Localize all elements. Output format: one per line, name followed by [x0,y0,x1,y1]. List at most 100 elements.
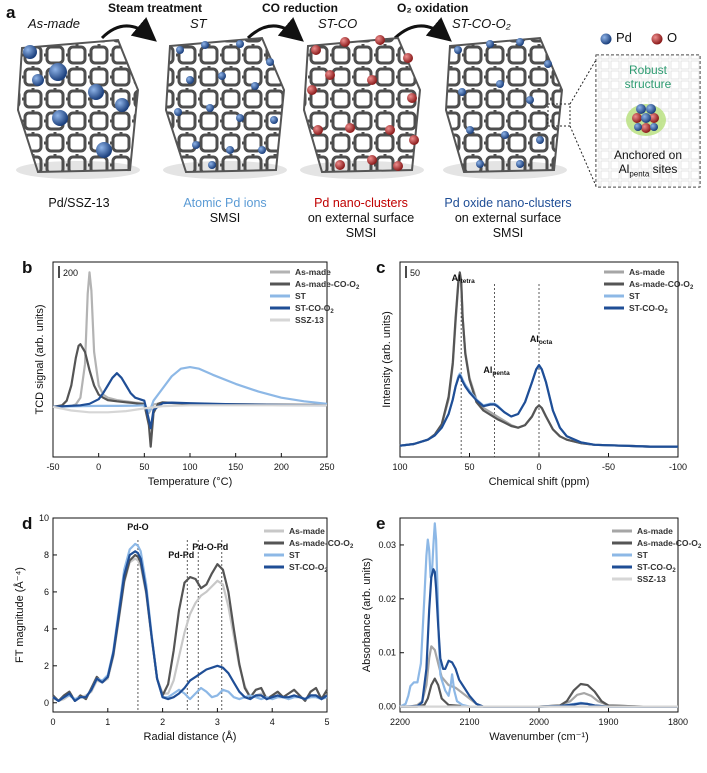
arrow-steam [100,17,157,42]
legend-label: As-made [637,526,673,536]
inset-anchor-line1: Anchored on [613,148,683,162]
x-axis-label: Radial distance (Å) [144,730,237,743]
scale-bar-label: 200 [63,268,78,278]
panel-a-illustration [16,17,701,188]
x-tick-label: 1 [105,717,110,727]
legend-label: As-made-CO-O2 [637,538,702,550]
x-axis-label: Chemical shift (ppm) [489,476,590,488]
x-tick-label: 4 [270,717,275,727]
y-tick-label: 0.01 [378,648,396,658]
legend-o-text: O [667,30,678,45]
chart-panel-b: -50 0 50 100 150 200 250 Temperature (°C) TCD si… [34,261,360,488]
x-tick-label: 1800 [668,717,688,727]
caption-st-co-o2-line3: SMSI [492,226,524,240]
series-line-b-0 [52,271,328,415]
legend-o-marker [651,33,663,45]
y-tick-label: 2 [44,661,49,671]
annotation-label: Pd-Pd [168,550,194,560]
legend-label: ST-CO-O2 [637,562,676,574]
x-axis-label: Wavenumber (cm⁻¹) [489,731,589,743]
legend-label: ST [289,550,301,560]
zeolite-st [163,36,287,179]
zeolite-as-made [16,38,140,179]
caption-st-line2: SMSI [209,211,241,225]
y-tick-label: 0 [44,698,49,708]
inset-robust-text: Robust structure [598,63,698,91]
panel-label-a: a [6,3,16,22]
x-tick-label: 3 [215,717,220,727]
caption-pd-ssz13: Pd/SSZ-13 [48,196,110,210]
legend-label: As-made-CO-O2 [629,279,694,291]
y-tick-label: 0.00 [378,702,396,712]
zeolite-st-co [300,35,424,179]
step-label-steam: Steam treatment [108,1,203,15]
series-line-c-3 [399,364,678,448]
x-tick-label: 50 [139,462,149,472]
legend-pd-text: Pd [616,30,632,45]
chart-panel-d: 0 1 2 3 4 5 0 2 4 6 8 10 Radial distance (Å) FT magni… [13,513,354,743]
caption-st-co: Pd nano-clusters on external surface SMS… [296,196,426,241]
legend-label: ST [295,291,307,301]
y-axis-label: Absorbance (arb. units) [361,558,373,672]
legend-label: As-made-CO-O2 [289,538,354,550]
caption-st-co-line3: SMSI [345,226,377,240]
legend-label: As-made [289,526,325,536]
x-tick-label: 50 [464,462,474,472]
inset-anchor-al: Al [618,162,630,176]
zeolite-st-co-o2 [443,36,597,187]
series-line-d-2 [52,542,328,703]
inset-robust-line1: Robust [628,63,668,77]
state-label-st-co-o2: ST-CO-O₂ [452,16,511,31]
legend-label: As-made [629,267,665,277]
legend-label: As-made [295,267,331,277]
series-line-d-1 [52,553,328,703]
inset-robust-line2: structure [624,77,672,91]
y-tick-label: 4 [44,624,49,634]
x-tick-label: 1900 [598,717,618,727]
chart-panel-c: 100 50 0 -50 -100 Chemical shift (ppm) Intensi… [381,261,694,488]
series-line-d-3 [52,550,328,703]
legend-label: ST-CO-O2 [295,303,334,315]
y-axis-label: Intensity (arb. units) [381,311,393,408]
panel-label-e: e [376,514,386,533]
arrow-o2-oxidation [393,17,452,42]
step-label-co-reduction: CO reduction [262,1,339,15]
x-tick-label: -50 [602,462,615,472]
chart-panel-e: 2200 2100 2000 1900 1800 0.00 0.01 0.02 0.03 Wave… [361,517,702,743]
x-tick-label: 0 [96,462,101,472]
state-label-st-co: ST-CO [318,16,358,31]
x-tick-label: 2000 [529,717,549,727]
annotation-label: Pd-O [127,522,149,532]
x-tick-label: 0 [536,462,541,472]
legend-label: As-made-CO-O2 [295,279,360,291]
scale-bar-label: 50 [410,268,420,278]
annotation-label: Altetra [452,273,475,285]
y-tick-label: 0.03 [378,540,396,550]
series-line-b-4 [52,404,327,414]
plot-frame-d [52,517,328,713]
x-tick-label: 250 [319,462,334,472]
x-tick-label: -50 [46,462,59,472]
legend-pd-marker [600,33,612,45]
caption-st-co-line1: Pd nano-clusters [314,196,408,210]
x-tick-label: 100 [392,462,407,472]
legend-label: ST-CO-O2 [289,562,328,574]
y-tick-label: 6 [44,587,49,597]
x-tick-label: 100 [182,462,197,472]
y-axis-label: FT magnitude (Å⁻⁴) [13,567,26,663]
series-line-c-1 [399,271,678,448]
caption-st-co-o2-line1: Pd oxide nano-clusters [444,196,572,210]
annotation-label: Pd-O-Pd [192,542,228,552]
x-tick-label: 5 [324,717,329,727]
legend-label: SSZ-13 [637,574,666,584]
panel-label-d: d [22,514,33,533]
legend-label: ST [637,550,649,560]
x-tick-label: 2 [160,717,165,727]
inset-anchor-text: Anchored on Alpenta sites [598,148,698,181]
arrow-co-reduction [246,17,304,42]
y-axis-label: TCD signal (arb. units) [34,304,46,414]
state-label-as-made: As-made [28,16,81,31]
x-tick-label: 2200 [390,717,410,727]
caption-st-co-o2-line2: on external surface [454,211,562,225]
